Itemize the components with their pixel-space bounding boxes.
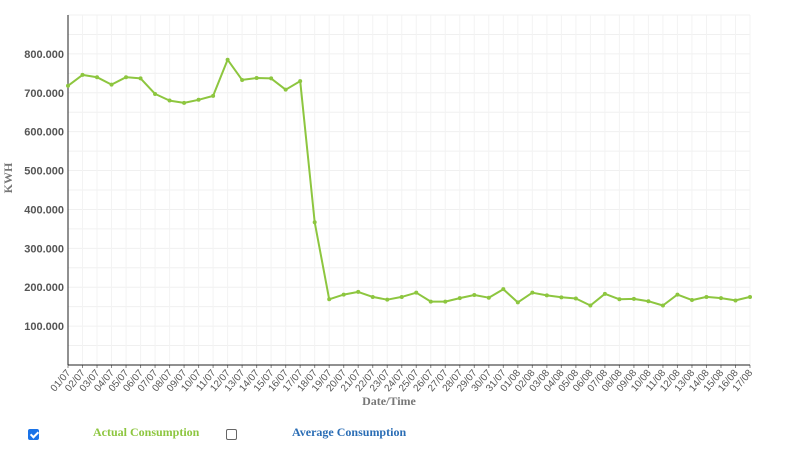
y-tick-label: 200.000 bbox=[24, 282, 64, 294]
actual-consumption-line bbox=[67, 58, 751, 307]
y-tick-label: 400.000 bbox=[24, 204, 64, 216]
average-consumption-label[interactable]: Average Consumption bbox=[292, 425, 407, 439]
data-point[interactable] bbox=[327, 297, 332, 302]
data-point[interactable] bbox=[240, 77, 245, 82]
data-point[interactable] bbox=[631, 296, 636, 301]
y-tick-label: 100.000 bbox=[24, 321, 64, 333]
data-point[interactable] bbox=[399, 294, 404, 299]
data-point[interactable] bbox=[544, 293, 549, 298]
data-point[interactable] bbox=[559, 295, 564, 300]
data-point[interactable] bbox=[602, 291, 607, 296]
data-point[interactable] bbox=[588, 303, 593, 308]
x-axis-ticks: 01/0702/0703/0704/0705/0706/0707/0708/07… bbox=[49, 365, 756, 394]
data-point[interactable] bbox=[501, 287, 506, 292]
data-point[interactable] bbox=[298, 79, 303, 84]
data-point[interactable] bbox=[457, 296, 462, 301]
actual-consumption-label[interactable]: Actual Consumption bbox=[93, 425, 200, 439]
data-point[interactable] bbox=[283, 87, 288, 92]
series-layer bbox=[66, 57, 752, 308]
average-consumption-checkbox[interactable] bbox=[226, 429, 237, 440]
data-point[interactable] bbox=[428, 299, 433, 304]
y-tick-label: 700.000 bbox=[24, 88, 64, 100]
data-point[interactable] bbox=[341, 292, 346, 297]
data-point[interactable] bbox=[704, 294, 709, 299]
data-point[interactable] bbox=[182, 100, 187, 105]
data-point[interactable] bbox=[312, 220, 317, 225]
data-point[interactable] bbox=[646, 299, 651, 304]
data-point[interactable] bbox=[443, 299, 448, 304]
data-point[interactable] bbox=[124, 75, 129, 80]
data-point[interactable] bbox=[269, 76, 274, 81]
data-point[interactable] bbox=[370, 294, 375, 299]
data-point[interactable] bbox=[675, 292, 680, 297]
y-axis-title: KWH bbox=[1, 162, 15, 193]
chart-grid bbox=[67, 14, 751, 365]
y-tick-label: 600.000 bbox=[24, 127, 64, 139]
consumption-chart: 100.000 200.000 300.000 400.000 500.000 600.0… bbox=[1, 14, 756, 408]
data-point[interactable] bbox=[486, 295, 491, 300]
data-point[interactable] bbox=[225, 57, 230, 62]
data-point[interactable] bbox=[748, 294, 752, 299]
data-point[interactable] bbox=[414, 290, 419, 295]
data-point[interactable] bbox=[138, 76, 143, 81]
data-point[interactable] bbox=[385, 297, 390, 302]
data-point[interactable] bbox=[153, 91, 158, 96]
data-point[interactable] bbox=[80, 72, 85, 77]
data-point[interactable] bbox=[109, 82, 114, 87]
data-point[interactable] bbox=[95, 75, 100, 80]
data-point[interactable] bbox=[617, 297, 622, 302]
data-point[interactable] bbox=[356, 289, 361, 294]
data-point[interactable] bbox=[515, 300, 520, 305]
y-tick-label: 800.000 bbox=[24, 49, 64, 61]
data-point[interactable] bbox=[211, 93, 216, 98]
data-point[interactable] bbox=[66, 83, 70, 88]
data-point[interactable] bbox=[573, 296, 578, 301]
y-tick-label: 300.000 bbox=[24, 243, 64, 255]
data-point[interactable] bbox=[196, 97, 201, 102]
x-axis-title: Date/Time bbox=[362, 394, 416, 408]
y-axis-ticks: 100.000 200.000 300.000 400.000 500.000 600.0… bbox=[24, 49, 64, 333]
data-point[interactable] bbox=[660, 303, 665, 308]
data-point[interactable] bbox=[718, 296, 723, 301]
y-tick-label: 500.000 bbox=[24, 166, 64, 178]
data-point[interactable] bbox=[733, 298, 738, 303]
data-point[interactable] bbox=[472, 293, 477, 297]
legend: Actual Consumption Average Consumption bbox=[0, 424, 800, 446]
actual-consumption-checkbox[interactable] bbox=[28, 429, 39, 440]
data-point[interactable] bbox=[530, 290, 535, 295]
data-point[interactable] bbox=[167, 98, 172, 103]
data-point[interactable] bbox=[689, 298, 694, 303]
data-point[interactable] bbox=[254, 76, 259, 80]
